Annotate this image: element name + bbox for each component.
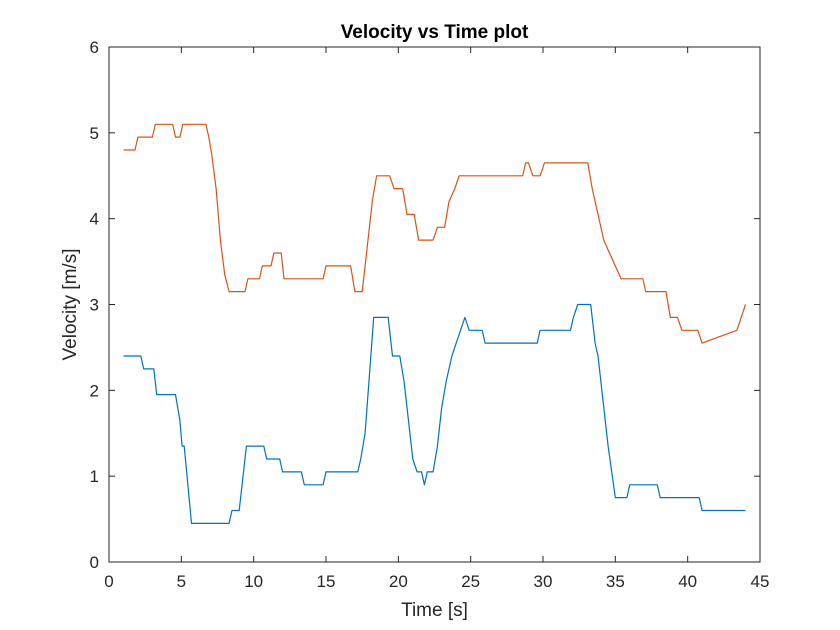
y-tick-label: 6 — [90, 38, 99, 57]
x-tick-label: 15 — [317, 572, 336, 591]
x-tick-label: 45 — [751, 572, 770, 591]
x-tick-label: 20 — [389, 572, 408, 591]
y-tick-label: 0 — [90, 553, 99, 572]
y-tick-label: 5 — [90, 124, 99, 143]
x-tick-label: 40 — [678, 572, 697, 591]
y-tick-label: 2 — [90, 381, 99, 400]
y-tick-label: 3 — [90, 296, 99, 315]
series-line-2 — [123, 123, 747, 344]
x-tick-label: 35 — [606, 572, 625, 591]
x-tick-label: 0 — [104, 572, 113, 591]
series-line-1 — [123, 303, 746, 525]
y-tick-label: 1 — [90, 467, 99, 486]
plot-area — [109, 47, 760, 562]
y-tick-label: 4 — [90, 210, 99, 229]
x-tick-label: 30 — [534, 572, 553, 591]
series-layer — [123, 123, 747, 525]
x-axis-label: Time [s] — [401, 600, 468, 621]
y-ticks: 0 1 2 3 4 5 6 — [90, 38, 760, 572]
x-tick-label: 5 — [177, 572, 186, 591]
chart-title: Velocity vs Time plot — [341, 22, 529, 43]
x-ticks: 0 5 10 15 20 25 30 35 40 45 — [104, 47, 769, 591]
x-tick-label: 10 — [244, 572, 263, 591]
x-tick-label: 25 — [461, 572, 480, 591]
y-axis-label: Velocity [m/s] — [60, 249, 81, 361]
